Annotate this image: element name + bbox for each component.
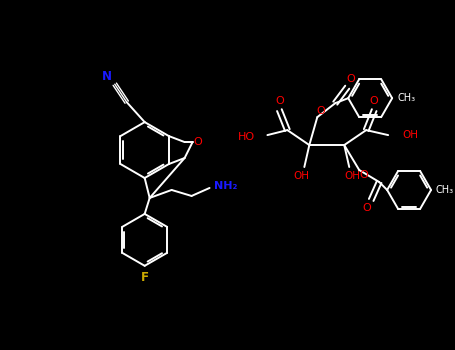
- Text: CH₃: CH₃: [397, 93, 415, 103]
- Text: O: O: [347, 74, 356, 84]
- Text: F: F: [141, 271, 149, 284]
- Text: O: O: [360, 170, 369, 180]
- Text: OH: OH: [293, 171, 309, 181]
- Text: O: O: [193, 137, 202, 147]
- Text: O: O: [275, 96, 284, 106]
- Text: O: O: [316, 106, 325, 116]
- Text: HO: HO: [238, 132, 255, 142]
- Text: NH₂: NH₂: [214, 181, 237, 191]
- Text: O: O: [363, 203, 372, 213]
- Text: OH: OH: [402, 130, 418, 140]
- Text: OH: OH: [344, 171, 360, 181]
- Text: CH₃: CH₃: [436, 185, 454, 195]
- Text: O: O: [370, 96, 379, 106]
- Text: N: N: [102, 70, 112, 83]
